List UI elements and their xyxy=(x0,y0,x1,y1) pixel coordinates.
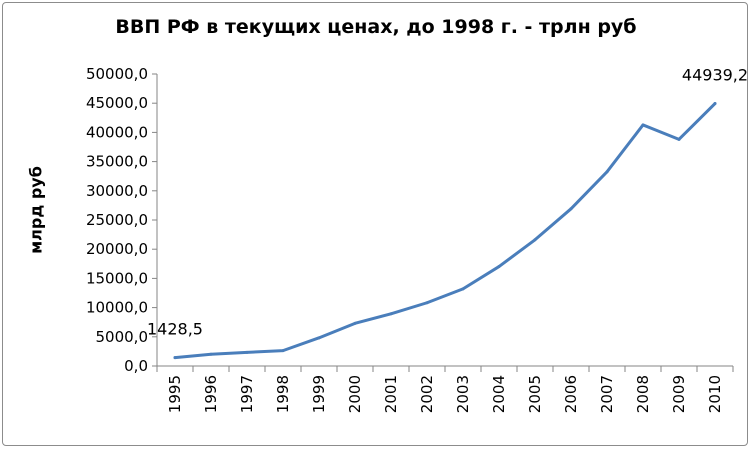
y-tick-label: 40000,0 xyxy=(86,123,148,141)
data-point xyxy=(605,170,609,174)
x-tick-label: 1995 xyxy=(166,375,184,413)
x-tick-label: 1999 xyxy=(310,375,328,413)
series-layer xyxy=(173,102,717,360)
data-point xyxy=(209,352,213,356)
data-labels-layer: 1428,5 44939,2 xyxy=(147,66,748,339)
data-point xyxy=(461,287,465,291)
x-tick-label: 2004 xyxy=(490,375,508,413)
data-point xyxy=(317,336,321,340)
x-tick-label: 2007 xyxy=(598,375,616,413)
x-tick-label: 1997 xyxy=(238,375,256,413)
data-point xyxy=(173,356,177,360)
y-tick-label: 30000,0 xyxy=(86,182,148,200)
x-tick-label: 2005 xyxy=(526,375,544,413)
data-point xyxy=(281,349,285,353)
data-point xyxy=(389,312,393,316)
x-tick-label: 2001 xyxy=(382,375,400,413)
data-point xyxy=(713,102,717,106)
y-tick-label: 10000,0 xyxy=(86,299,148,317)
x-tick-label: 2006 xyxy=(562,375,580,413)
x-tick-label: 1998 xyxy=(274,375,292,413)
y-tick-label: 0,0 xyxy=(124,357,148,375)
data-point xyxy=(677,137,681,141)
y-tick-label: 5000,0 xyxy=(96,328,149,346)
x-tick-label: 1996 xyxy=(202,375,220,413)
data-label: 1428,5 xyxy=(147,320,203,339)
data-point xyxy=(353,321,357,325)
data-point xyxy=(641,123,645,127)
chart-frame xyxy=(2,2,748,446)
x-tick-label: 2008 xyxy=(634,375,652,413)
x-tick-label: 2009 xyxy=(670,375,688,413)
y-tick-label: 25000,0 xyxy=(86,211,148,229)
x-tick-label: 2000 xyxy=(346,375,364,413)
data-point xyxy=(425,301,429,305)
y-tick-label: 50000,0 xyxy=(86,65,148,83)
y-tick-label: 15000,0 xyxy=(86,269,148,287)
y-tick-label: 35000,0 xyxy=(86,153,148,171)
y-tick-label: 45000,0 xyxy=(86,94,148,112)
data-point xyxy=(497,265,501,269)
x-tick-label: 2003 xyxy=(454,375,472,413)
x-tick-label: 2010 xyxy=(706,375,724,413)
series-line xyxy=(173,102,717,360)
chart-title: ВВП РФ в текущих ценах, до 1998 г. - трл… xyxy=(115,16,637,38)
data-label: 44939,2 xyxy=(682,66,748,85)
y-tick-label: 20000,0 xyxy=(86,240,148,258)
x-axis: 1995 1996 1997 1998 1999 2000 2001 2002 2003 2004… xyxy=(156,365,734,413)
data-point xyxy=(245,350,249,354)
x-tick-label: 2002 xyxy=(418,375,436,413)
y-axis: 0,0 5000,0 10000,0 15000,0 20000,0 25000,0 300… xyxy=(86,65,158,375)
data-point xyxy=(569,207,573,211)
data-point xyxy=(533,238,537,242)
